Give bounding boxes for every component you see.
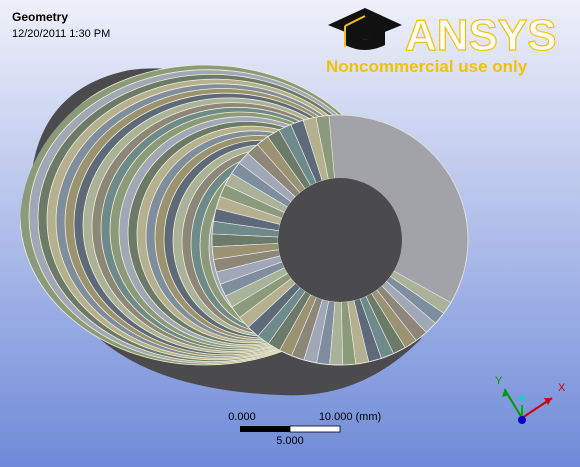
brand: ANSYS	[405, 11, 557, 60]
scale-mid: 5.000	[276, 435, 304, 447]
scale-left: 0.000	[228, 411, 256, 423]
x-axis-label: X	[558, 382, 566, 394]
timestamp: 12/20/2011 1:30 PM	[12, 28, 110, 40]
scale-bar: 0.000 10.000 (mm) 5.000	[228, 411, 381, 447]
scale-right: 10.000 (mm)	[319, 411, 381, 423]
triad: X Y	[495, 375, 566, 424]
notice: Noncommercial use only	[326, 57, 528, 76]
y-axis-label: Y	[495, 375, 503, 387]
logo: ANSYS Noncommercial use only	[326, 8, 557, 76]
model	[20, 64, 469, 396]
title: Geometry	[12, 10, 68, 24]
